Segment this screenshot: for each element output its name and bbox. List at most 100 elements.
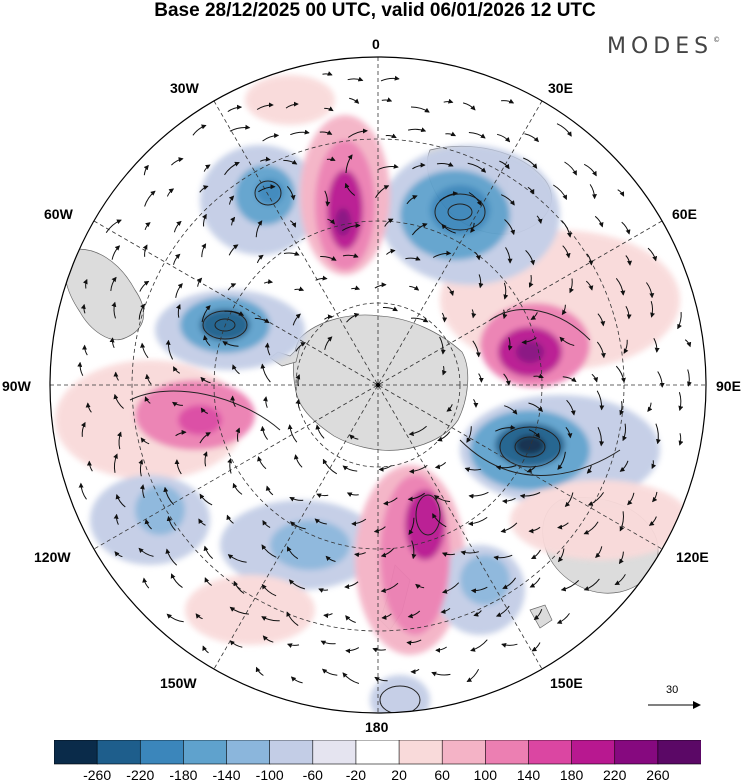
wind-vector	[583, 163, 597, 177]
wind-vector	[652, 491, 658, 503]
wind-vector	[464, 467, 482, 473]
wind-vector	[230, 216, 236, 226]
wind-vector	[565, 426, 573, 439]
wind-vector	[386, 248, 396, 255]
wind-vector	[380, 582, 399, 594]
wind-vector	[372, 647, 386, 653]
map-disk	[50, 57, 706, 713]
wind-vector	[114, 551, 123, 558]
wind-vector	[410, 106, 430, 113]
wind-vector	[319, 130, 333, 135]
wind-vector	[556, 613, 570, 624]
wind-vector	[324, 336, 333, 350]
wind-vector	[323, 613, 333, 619]
wind-vector	[235, 427, 241, 442]
wind-vector	[536, 215, 543, 225]
wind-vector	[111, 301, 117, 319]
wind-vector	[346, 312, 360, 323]
wind-vector	[109, 337, 115, 349]
wind-vector	[295, 342, 306, 352]
wind-vector	[80, 303, 86, 314]
wind-vector	[561, 220, 572, 238]
wind-vector	[383, 497, 398, 506]
wind-vector	[144, 396, 151, 404]
wind-vector	[525, 250, 536, 266]
lon-label-60w: 60W	[44, 206, 73, 222]
lon-label-30e: 30E	[548, 80, 573, 96]
wind-vector	[263, 279, 274, 284]
wind-vector	[286, 611, 299, 627]
wind-vector	[201, 305, 211, 323]
wind-vector	[560, 580, 580, 592]
wind-vector	[564, 492, 574, 507]
wind-vector	[495, 424, 516, 432]
wind-vector	[326, 156, 336, 161]
wind-vector	[503, 373, 511, 386]
colorbar-tick-label: 220	[603, 767, 627, 783]
wind-vector	[496, 133, 511, 143]
wind-vector	[381, 613, 392, 620]
wind-vector	[375, 185, 390, 198]
wind-vector	[436, 162, 454, 167]
wind-vector	[232, 364, 240, 375]
wind-vector	[111, 245, 121, 260]
colorbar-tick-label: -60	[302, 767, 323, 783]
vector-scale-label: 30	[666, 684, 679, 696]
wind-vector	[647, 247, 658, 262]
wind-vector	[85, 402, 92, 413]
wind-vector	[264, 342, 271, 356]
wind-vector	[259, 156, 271, 162]
wind-vector	[286, 186, 296, 201]
wind-vector	[557, 548, 565, 563]
lon-label-90w: 90W	[2, 378, 31, 394]
wind-vector	[647, 402, 653, 412]
colorbar-tick-label: -100	[255, 767, 284, 783]
wind-vector	[261, 544, 277, 558]
wind-vector	[503, 282, 509, 300]
wind-vector	[408, 517, 415, 535]
wind-vector	[203, 164, 211, 172]
wind-vector	[596, 390, 605, 411]
wind-vector	[619, 511, 625, 532]
wind-vector	[287, 643, 300, 648]
wind-vector	[405, 256, 421, 261]
wind-vector	[173, 366, 181, 374]
colorbar-tick-label: 140	[516, 767, 541, 783]
wind-vector	[566, 399, 576, 416]
wind-vector	[507, 337, 513, 351]
wind-vector	[175, 283, 183, 298]
wind-vector	[586, 465, 592, 474]
wind-vector	[528, 429, 540, 439]
wind-vector	[478, 373, 484, 383]
graticule	[50, 57, 706, 713]
wind-vector	[586, 253, 594, 266]
wind-vector	[562, 245, 571, 259]
wind-vector	[285, 101, 299, 109]
wind-vector	[255, 220, 263, 238]
wind-vector	[434, 462, 447, 470]
wind-vector	[345, 615, 356, 623]
wind-vector	[174, 459, 182, 475]
wind-vector	[175, 429, 187, 437]
wind-vector	[557, 522, 569, 530]
wind-vector	[447, 286, 455, 297]
wind-vector	[530, 312, 538, 320]
colorbar-tick-label: 260	[646, 767, 670, 783]
colorbar-swatch	[139, 740, 184, 765]
wind-vector	[117, 431, 122, 450]
colorbar-swatch	[312, 740, 357, 765]
wind-vector	[686, 369, 692, 387]
wind-vector	[564, 161, 577, 176]
wind-vector	[623, 339, 629, 354]
wind-vector	[561, 304, 567, 316]
wind-vector	[351, 518, 367, 527]
wind-vector	[144, 518, 152, 530]
wind-vector	[344, 182, 356, 196]
wind-vector	[409, 285, 420, 291]
wind-vector	[478, 274, 484, 289]
wind-vector	[230, 395, 236, 408]
wind-vector	[144, 222, 151, 231]
wind-vector	[466, 426, 472, 443]
wind-vector	[144, 373, 152, 385]
wind-vector	[408, 425, 427, 437]
